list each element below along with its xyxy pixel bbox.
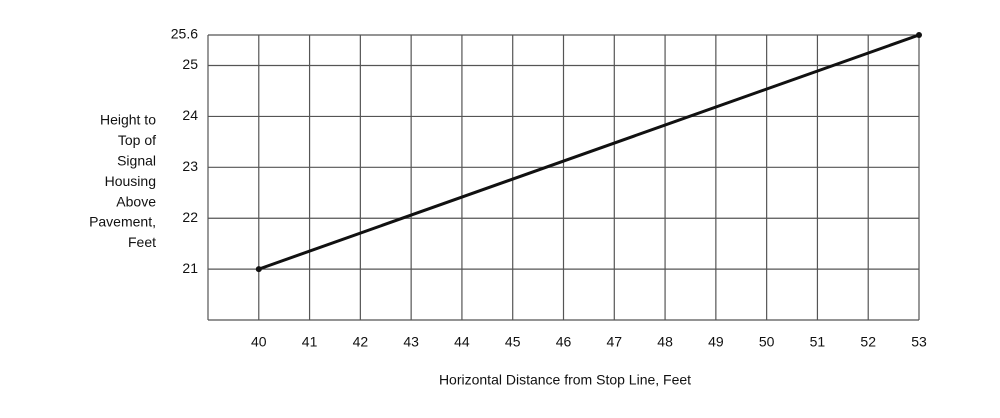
data-point [255, 266, 262, 273]
x-tick-label: 47 [606, 334, 622, 350]
y-axis-label: Height to [100, 112, 156, 128]
y-axis-label: Above [116, 193, 156, 209]
y-axis-label: Signal [117, 153, 156, 169]
y-axis-label: Top of [118, 132, 156, 148]
y-axis-label: Pavement, [89, 214, 156, 230]
data-line [258, 33, 920, 271]
x-tick-label: 40 [251, 334, 267, 350]
y-tick-label: 24 [182, 107, 198, 123]
x-tick-label: 41 [302, 334, 318, 350]
x-tick-label: 42 [353, 334, 369, 350]
x-tick-label: 49 [708, 334, 724, 350]
x-tick-label: 53 [911, 334, 927, 350]
x-axis-label: Horizontal Distance from Stop Line, Feet [439, 372, 691, 388]
y-tick-label: 23 [182, 158, 198, 174]
x-tick-label: 46 [556, 334, 572, 350]
y-tick-label: 25.6 [171, 26, 198, 42]
x-tick-label: 52 [860, 334, 876, 350]
y-axis-label: Feet [128, 234, 156, 250]
y-tick-label: 22 [182, 209, 198, 225]
y-tick-label: 25 [182, 56, 198, 72]
x-tick-label: 43 [403, 334, 419, 350]
x-tick-label: 44 [454, 334, 470, 350]
x-tick-label: 45 [505, 334, 521, 350]
y-axis-label: Housing [105, 173, 156, 189]
x-tick-label: 51 [810, 334, 826, 350]
x-tick-label: 50 [759, 334, 775, 350]
y-tick-label: 21 [182, 260, 198, 276]
data-point [916, 32, 922, 38]
x-tick-label: 48 [657, 334, 673, 350]
